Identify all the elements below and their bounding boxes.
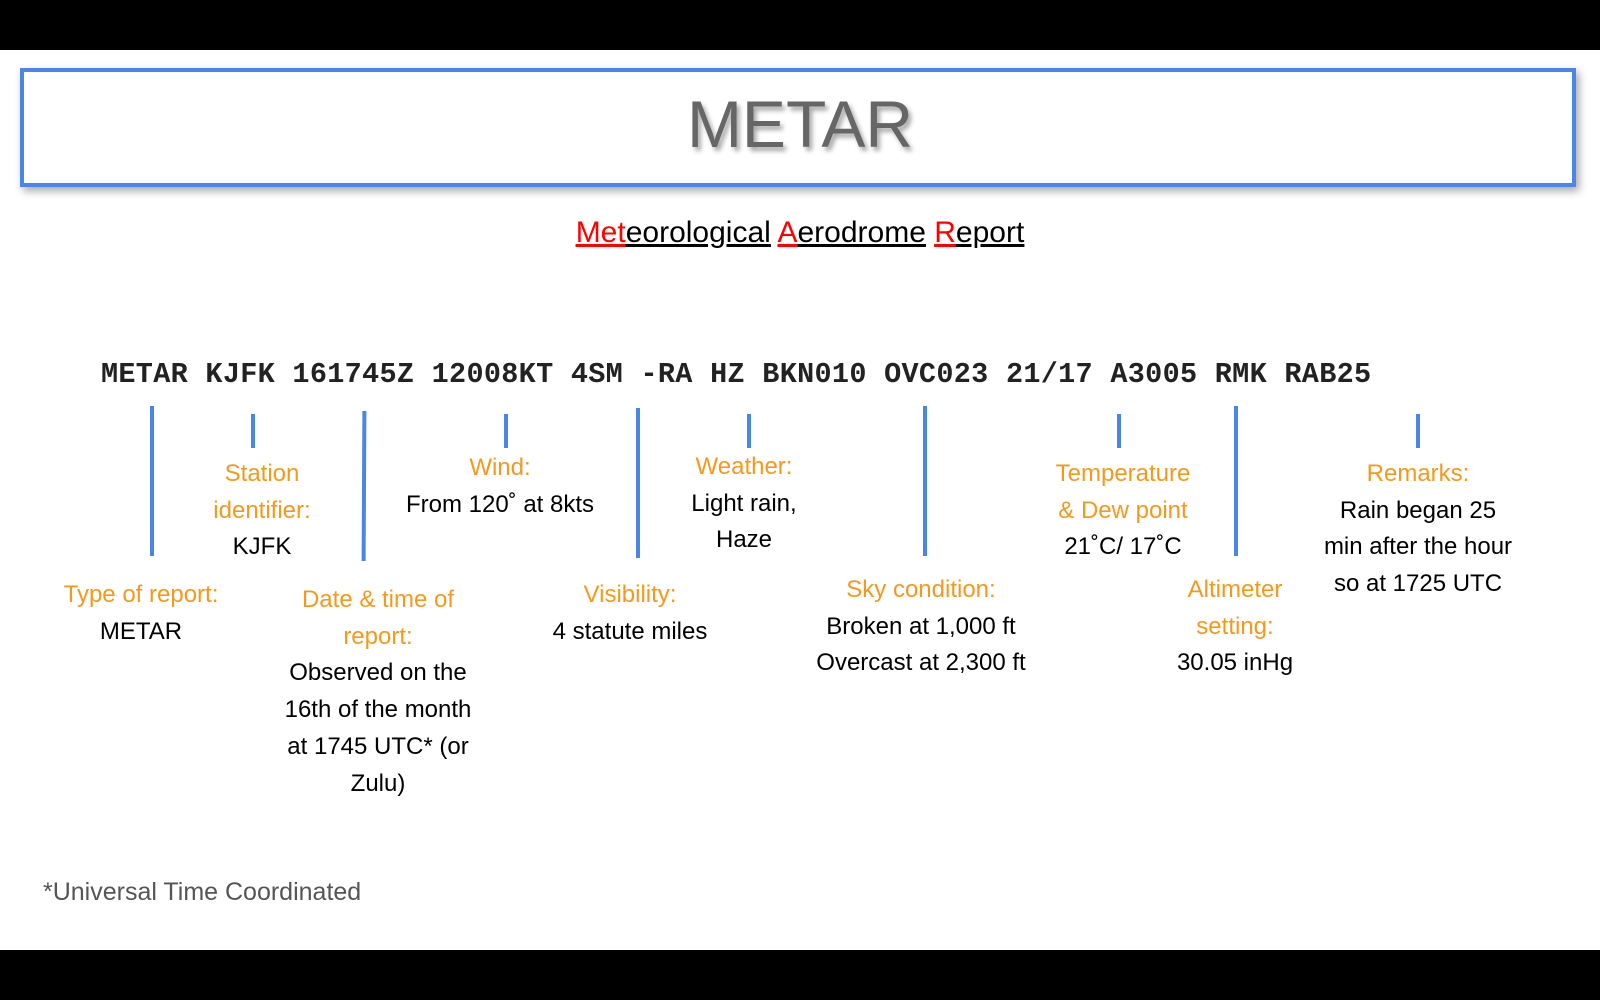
connector-visibility (636, 408, 640, 558)
subtitle-initial: Met (575, 216, 626, 249)
value: KJFK (232, 533, 292, 561)
annotation-wind: Wind: From 120˚ at 8kts (350, 450, 650, 523)
value: Haze (715, 526, 773, 554)
label: Type of report: (63, 581, 219, 608)
value: Observed on the (289, 659, 467, 687)
label: report: (343, 622, 413, 650)
connector-altimeter (1234, 406, 1238, 556)
value: Rain began 25 (1339, 496, 1497, 524)
value: Zulu) (350, 769, 406, 797)
label: Visibility: (583, 581, 677, 608)
connector-remarks (1416, 414, 1420, 448)
annotation-altimeter: Altimeter setting: 30.05 inHg (1095, 572, 1375, 682)
annotation-sky: Sky condition: Broken at 1,000 ft Overca… (781, 572, 1061, 682)
value: min after the hour (1323, 533, 1513, 561)
annotation-temperature: Temperature & Dew point 21˚C/ 17˚C (983, 456, 1263, 566)
label: Temperature (1055, 460, 1191, 487)
subtitle-word-rest: erodrome (797, 216, 926, 249)
label: Weather: (695, 453, 793, 480)
annotation-station: Station identifier: KJFK (122, 456, 402, 566)
label: Remarks: (1366, 460, 1470, 487)
metar-code: METAR KJFK 161745Z 12008KT 4SM -RA HZ BK… (101, 358, 1372, 391)
bottom-letterbox (0, 950, 1600, 1000)
value: METAR (99, 617, 183, 645)
value: From 120˚ at 8kts (405, 490, 595, 518)
top-letterbox (0, 0, 1600, 50)
subtitle-initial: A (777, 216, 798, 249)
label: & Dew point (1058, 496, 1188, 524)
value: 21˚C/ 17˚C (1064, 533, 1182, 561)
value: Light rain, (691, 489, 797, 517)
connector-type (150, 406, 154, 556)
footnote: *Universal Time Coordinated (43, 878, 362, 906)
connector-weather (747, 414, 751, 448)
label: Station (224, 460, 300, 487)
annotation-visibility: Visibility: 4 statute miles (490, 577, 770, 650)
label: Altimeter (1187, 576, 1283, 603)
annotation-remarks: Remarks: Rain began 25 min after the hou… (1278, 456, 1558, 603)
value: 16th of the month (284, 696, 472, 724)
connector-temperature (1117, 414, 1121, 448)
value: Overcast at 2,300 ft (816, 649, 1026, 677)
annotation-type: Type of report: METAR (1, 577, 281, 650)
page-title: METAR (686, 87, 914, 161)
value: at 1745 UTC* (or (287, 732, 469, 760)
connector-sky (923, 406, 927, 556)
annotation-datetime: Date & time of report: Observed on the 1… (238, 582, 518, 802)
connector-wind (504, 414, 508, 448)
label: Wind: (469, 454, 531, 481)
subtitle-word-rest: eorological (625, 216, 771, 249)
value: 4 statute miles (552, 617, 708, 645)
label: setting: (1196, 612, 1274, 640)
value: Broken at 1,000 ft (826, 612, 1016, 640)
label: identifier: (213, 496, 311, 524)
value: 30.05 inHg (1176, 649, 1294, 677)
connector-station (251, 414, 255, 448)
value: so at 1725 UTC (1333, 570, 1503, 598)
title-box (20, 68, 1576, 187)
annotation-weather: Weather: Light rain, Haze (604, 449, 884, 559)
label: Sky condition: (846, 576, 996, 603)
subtitle-initial: R (934, 216, 956, 249)
subtitle-word-rest: eport (955, 216, 1025, 249)
label: Date & time of (301, 586, 455, 613)
subtitle: Meteorological Aerodrome Report (0, 216, 1600, 250)
